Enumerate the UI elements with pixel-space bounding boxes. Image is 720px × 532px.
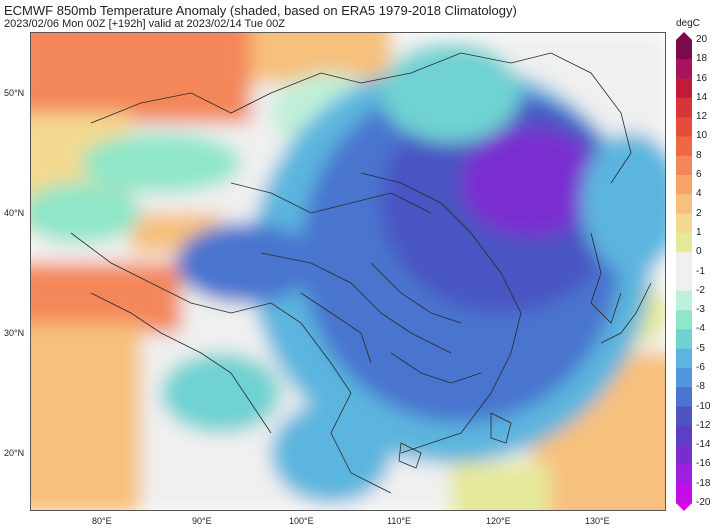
colorbar-segment [676,117,692,137]
colorbar-segment [676,425,692,446]
colorbar-segment [676,483,692,504]
colorbar-tick-label: 8 [696,149,702,161]
colorbar-segment [676,136,692,157]
colorbar-tick-label: -8 [696,381,705,393]
colorbar-tick-label: -1 [696,265,705,277]
colorbar-tick-label: 16 [696,72,708,84]
colorbar-segment [676,97,692,118]
lat-label-30n: 30°N [4,328,25,338]
colorbar-segment [676,445,692,465]
anomaly-shading [31,33,665,510]
lon-label-110e: 110°E [387,516,411,526]
colorbar-tick-label: -5 [696,342,705,354]
colorbar-tick-label: -10 [696,400,711,412]
colorbar-tick-label: 2 [696,207,702,219]
lon-label-90e: 90°E [192,516,212,526]
colorbar-segment [676,387,692,408]
map-subtitle: 2023/02/06 Mon 00Z [+192h] valid at 2023… [4,18,286,30]
colorbar-segment [676,40,692,60]
colorbar-tick-label: -4 [696,323,705,335]
colorbar-segment [676,252,692,272]
map-title: ECMWF 850mb Temperature Anomaly (shaded,… [4,3,517,18]
lat-label-50n: 50°N [4,88,25,98]
colorbar-tick-label: 0 [696,246,702,258]
lon-label-120e: 120°E [486,516,511,526]
colorbar-tick-label: -12 [696,419,711,431]
lon-label-130e: 130°E [585,516,610,526]
colorbar-segment [676,78,692,99]
lon-label-100e: 100°E [289,516,314,526]
lat-label-20n: 20°N [4,448,25,458]
country-borders [70,52,652,494]
colorbar-segment [676,290,692,311]
colorbar-segment [676,406,692,427]
colorbar-segment [676,194,692,215]
colorbar-tick-label: 12 [696,111,708,123]
colorbar-tick-label: 20 [696,34,708,45]
colorbar-tick-label: -18 [696,477,711,489]
map-svg [31,33,665,510]
colorbar-segment [676,310,692,330]
colorbar-tick-label: 14 [696,91,708,103]
colorbar [676,32,692,511]
colorbar-tick-label: -3 [696,304,705,316]
colorbar-segment [676,271,692,292]
colorbar-bottom-arrow [676,503,692,511]
anomaly-map [30,32,666,511]
colorbar-segment [676,464,692,485]
colorbar-tick-label: -20 [696,497,711,508]
colorbar-segment [676,348,692,369]
colorbar-tick-label: -2 [696,284,705,296]
colorbar-tick-label: -16 [696,458,711,470]
colorbar-segment [676,213,692,234]
colorbar-segment [676,175,692,195]
colorbar-segment [676,329,692,350]
colorbar-tick-label: -14 [696,439,711,451]
colorbar-tick-label: 1 [696,226,702,238]
colorbar-tick-label: 10 [696,130,708,142]
colorbar-tick-label: -6 [696,361,705,373]
colorbar-top-arrow [676,32,692,40]
colorbar-segment [676,232,692,253]
colorbar-tick-label: 6 [696,169,702,181]
colorbar-segment [676,367,692,388]
colorbar-tick-label: 18 [696,53,708,65]
colorbar-unit: degC [676,18,700,29]
colorbar-segment [676,59,692,80]
lon-label-80e: 80°E [92,516,112,526]
lat-label-40n: 40°N [4,208,25,218]
colorbar-tick-label: 4 [696,188,702,200]
colorbar-segment [676,155,692,176]
